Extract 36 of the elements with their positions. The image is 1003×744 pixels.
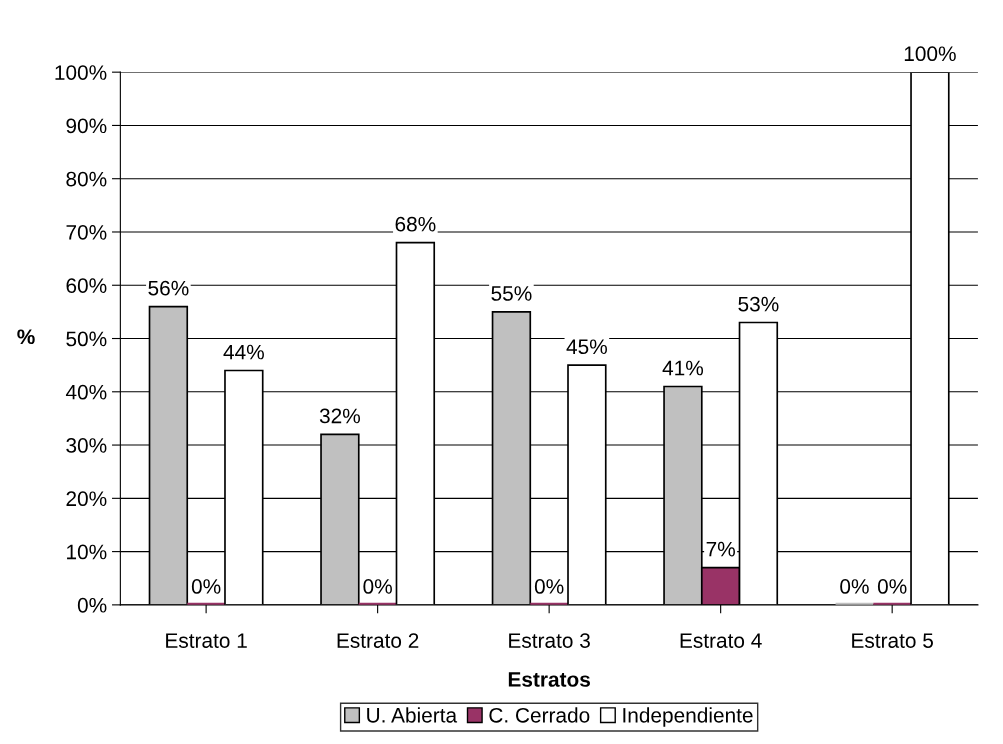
x-tick-label: Estrato 4 (680, 633, 762, 648)
data-label: 0% (191, 579, 221, 594)
y-tick-label: 0% (77, 597, 107, 613)
data-label: 7% (706, 541, 735, 557)
data-label: 44% (223, 344, 264, 360)
y-tick-label: 20% (66, 491, 107, 507)
data-label: 0% (363, 579, 392, 594)
y-tick-label: 70% (66, 224, 107, 240)
y-tick-label: 10% (67, 544, 107, 560)
y-tick-label: 90% (66, 118, 107, 134)
x-axis-title: Estratos (508, 672, 590, 687)
data-label: 55% (491, 286, 532, 301)
y-axis-title: % (17, 329, 35, 345)
y-tick-label: 40% (65, 384, 107, 400)
y-tick-label: 100% (55, 65, 107, 80)
y-tick-label: 60% (66, 278, 107, 293)
x-tick-label: Estrato 5 (852, 633, 933, 648)
data-label: 0% (534, 579, 564, 594)
legend-label: C. Cerrado (489, 707, 590, 723)
data-label: 56% (148, 280, 189, 296)
data-label: 0% (877, 579, 907, 594)
data-label: 45% (566, 339, 607, 355)
legend-label: Independiente (623, 707, 753, 727)
legend-label: U. Abierta (367, 707, 458, 723)
x-tick-label: Estrato 2 (337, 633, 419, 648)
data-label: 53% (738, 296, 779, 312)
data-label: 41% (662, 360, 704, 376)
data-label: 100% (904, 46, 956, 62)
data-label: 68% (395, 216, 436, 232)
data-label: 0% (840, 579, 869, 594)
data-label: 32% (319, 408, 360, 424)
y-tick-label: 50% (66, 331, 107, 347)
y-tick-label: 30% (66, 438, 107, 453)
y-tick-label: 80% (66, 171, 107, 187)
x-tick-label: Estrato 3 (509, 633, 590, 648)
x-tick-label: Estrato 1 (166, 633, 247, 648)
